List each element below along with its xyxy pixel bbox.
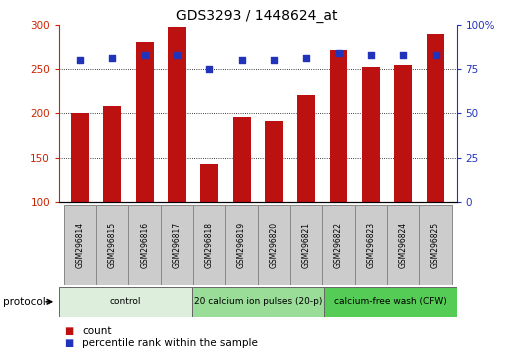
Text: ■: ■ [64,338,73,348]
Bar [323,205,355,285]
Bar [104,106,121,202]
Text: control: control [109,297,141,306]
Text: GSM296825: GSM296825 [431,222,440,268]
Bar [362,67,380,202]
Bar [258,205,290,285]
Point [270,57,278,63]
Point [334,50,343,56]
Text: protocol: protocol [3,297,45,307]
Bar [136,42,153,202]
Text: GSM296819: GSM296819 [237,222,246,268]
Text: count: count [82,326,112,336]
Text: GSM296817: GSM296817 [172,222,182,268]
Point [302,56,310,61]
Bar [71,113,89,202]
Text: GSM296821: GSM296821 [302,222,311,268]
Bar [420,205,452,285]
Text: GDS3293 / 1448624_at: GDS3293 / 1448624_at [176,9,337,23]
Bar [387,205,420,285]
Text: calcium-free wash (CFW): calcium-free wash (CFW) [334,297,447,306]
Text: GSM296824: GSM296824 [399,222,408,268]
Text: GSM296820: GSM296820 [269,222,279,268]
Point [173,52,181,58]
Point [367,52,375,58]
Bar [355,205,387,285]
Text: GSM296823: GSM296823 [366,222,376,268]
Point [399,52,407,58]
Bar [201,164,218,202]
Text: GSM296816: GSM296816 [140,222,149,268]
Bar [128,205,161,285]
Bar [394,65,412,202]
Bar [427,34,444,202]
Text: GSM296815: GSM296815 [108,222,117,268]
Bar [96,205,128,285]
Point [108,56,116,61]
Text: GSM296818: GSM296818 [205,222,214,268]
Bar [193,205,225,285]
Bar [290,205,323,285]
Point [431,52,440,58]
Bar [161,205,193,285]
Bar [168,28,186,202]
Text: 20 calcium ion pulses (20-p): 20 calcium ion pulses (20-p) [193,297,322,306]
Point [205,66,213,72]
Bar [64,205,96,285]
Text: ■: ■ [64,326,73,336]
Text: GSM296814: GSM296814 [75,222,85,268]
Text: GSM296822: GSM296822 [334,222,343,268]
Point [141,52,149,58]
Bar [59,287,191,317]
Point [238,57,246,63]
Bar [233,117,250,202]
Bar [298,95,315,202]
Bar [191,287,324,317]
Bar [324,287,457,317]
Bar [265,121,283,202]
Text: percentile rank within the sample: percentile rank within the sample [82,338,258,348]
Point [76,57,84,63]
Bar [330,50,347,202]
Bar [225,205,258,285]
